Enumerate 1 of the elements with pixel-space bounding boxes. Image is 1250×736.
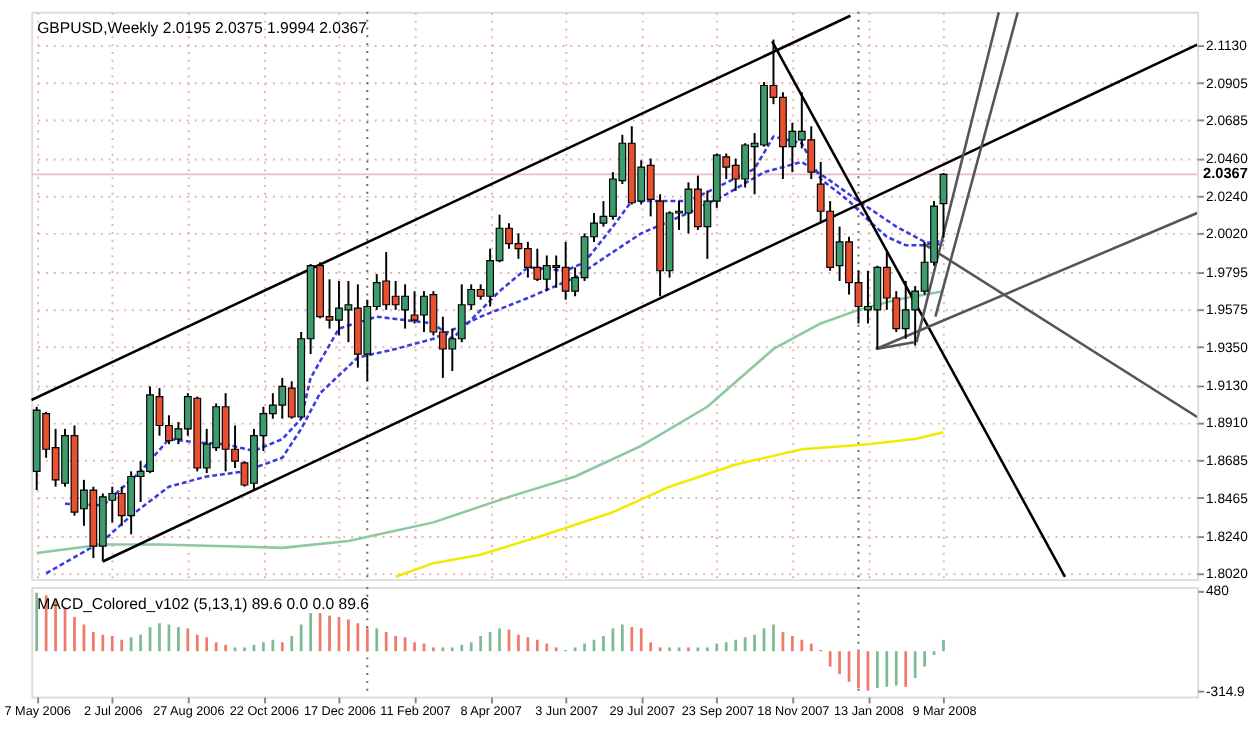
chart-title: GBPUSD,Weekly 2.0195 2.0375 1.9994 2.0367 [37, 19, 367, 38]
